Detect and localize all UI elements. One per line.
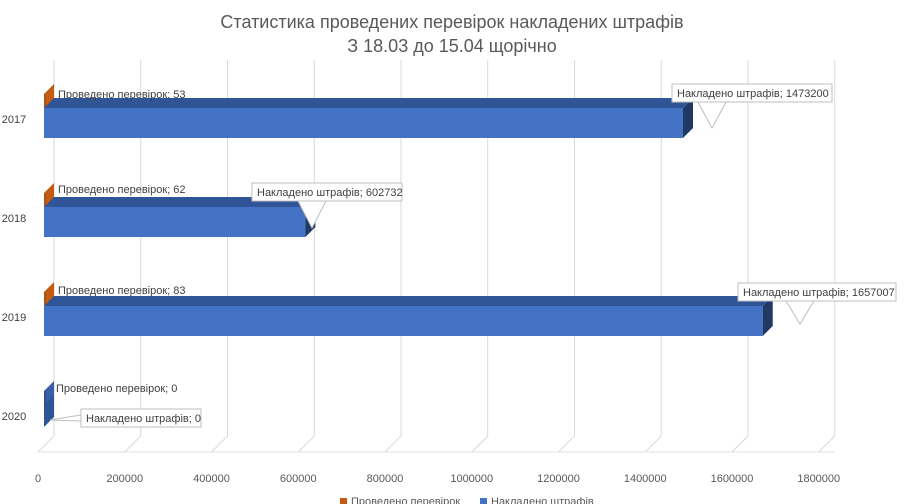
gridline-floor xyxy=(37,435,55,453)
bar-front xyxy=(44,306,763,336)
x-tick-label: 400000 xyxy=(193,473,230,485)
category-label: 2017 xyxy=(2,114,26,126)
callout-text: Накладено штрафів; 0 xyxy=(86,413,201,425)
bar-checks-front xyxy=(44,94,46,116)
data-label-fines: Накладено штрафів; 602732 xyxy=(251,182,403,230)
bar-top xyxy=(44,98,693,108)
bar-top xyxy=(44,197,316,207)
x-tick-label: 1600000 xyxy=(711,473,754,485)
x-tick-label: 1800000 xyxy=(797,473,840,485)
gridline-floor xyxy=(211,435,228,453)
legend-item: Проведено перевірок xyxy=(340,496,460,504)
gridline-floor xyxy=(731,435,749,453)
callout-text: Накладено штрафів; 1473200 xyxy=(677,88,829,100)
legend-item: Накладено штрафів xyxy=(480,496,594,504)
callout-pointer xyxy=(785,300,815,325)
callout-text: Накладено штрафів; 602732 xyxy=(257,187,403,199)
callout-pointer xyxy=(49,414,82,422)
callout-pointer xyxy=(697,101,727,130)
callout-box xyxy=(737,282,897,302)
bar-front xyxy=(44,108,683,138)
x-tick-label: 1000000 xyxy=(450,473,493,485)
callout-text: Накладено штрафів; 1657007 xyxy=(743,287,895,299)
gridline-floor xyxy=(644,435,662,453)
bar-top xyxy=(44,296,773,306)
x-tick-label: 0 xyxy=(35,473,41,485)
data-label-fines: Накладено штрафів; 1657007 xyxy=(737,282,897,325)
bar-checks-front xyxy=(44,292,46,314)
data-label-checks: Проведено перевірок; 83 xyxy=(58,285,186,297)
legend-label: Проведено перевірок xyxy=(351,496,460,504)
bar-fines xyxy=(44,296,773,336)
bar-checks-front xyxy=(44,193,46,215)
gridline-floor xyxy=(124,435,142,453)
category-label: 2018 xyxy=(2,213,26,225)
gridline-floor xyxy=(384,435,402,453)
callout-box xyxy=(251,182,403,202)
data-label-checks: Проведено перевірок; 62 xyxy=(58,184,186,196)
x-axis-ticks: 0 200000 400000 600000 800000 1000000 1200000 1… xyxy=(35,473,840,485)
chart-title: Статистика проведених перевірок накладен… xyxy=(220,12,684,32)
bar-fines xyxy=(44,98,693,138)
y-axis-categories: 2017 2018 2019 2020 xyxy=(2,114,26,423)
legend-label: Накладено штрафів xyxy=(491,496,594,504)
bar-side xyxy=(762,296,773,336)
x-tick-label: 1400000 xyxy=(624,473,667,485)
data-labels: Проведено перевірок; 53 Проведено перевір… xyxy=(49,83,897,428)
gridline-floor xyxy=(558,435,575,453)
gridline-floor xyxy=(818,435,836,453)
chart-subtitle: З 18.03 до 15.04 щорічно xyxy=(347,36,557,56)
bar-checks-front xyxy=(44,391,46,413)
callout-box xyxy=(671,83,833,103)
bar-front xyxy=(44,207,306,237)
legend-swatch xyxy=(340,498,347,504)
gridline-floor xyxy=(471,435,489,453)
data-label-checks: Проведено перевірок; 0 xyxy=(56,383,177,395)
x-tick-label: 600000 xyxy=(280,473,317,485)
category-label: 2020 xyxy=(2,411,26,423)
legend: Проведено перевірок Накладено штрафів xyxy=(340,496,594,504)
data-label-fines: Накладено штрафів; 0 xyxy=(49,408,202,428)
category-label: 2019 xyxy=(2,312,26,324)
callout-box xyxy=(80,408,202,428)
bar-side xyxy=(683,98,693,138)
data-label-fines: Накладено штрафів; 1473200 xyxy=(671,83,833,130)
x-tick-label: 1200000 xyxy=(537,473,580,485)
x-tick-label: 200000 xyxy=(106,473,143,485)
bar-fines xyxy=(44,395,54,427)
bar-fines xyxy=(44,197,316,237)
gridline-floor xyxy=(297,435,315,453)
x-tick-label: 800000 xyxy=(367,473,404,485)
data-label-checks: Проведено перевірок; 53 xyxy=(58,89,186,101)
legend-swatch xyxy=(480,498,487,504)
